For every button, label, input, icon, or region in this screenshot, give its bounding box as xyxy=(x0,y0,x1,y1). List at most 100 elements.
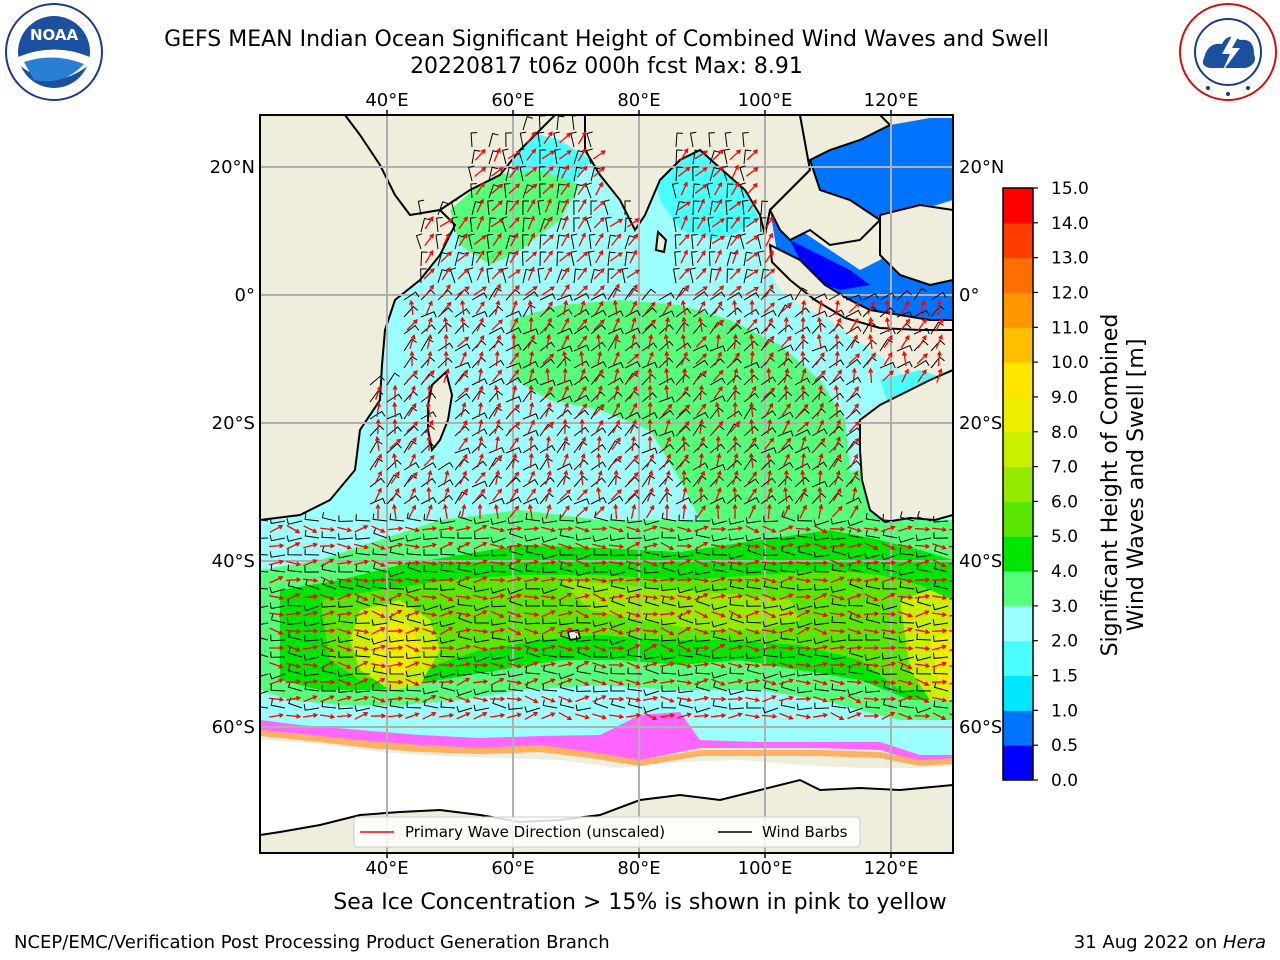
wave-arrow xyxy=(578,436,586,451)
wind-barb xyxy=(372,580,388,590)
wave-arrow xyxy=(834,333,840,350)
wind-barb xyxy=(794,357,810,369)
wind-barb xyxy=(417,199,425,216)
wave-arrow xyxy=(490,543,505,550)
wave-arrow xyxy=(745,696,761,703)
wind-barb xyxy=(692,442,708,454)
wind-barb xyxy=(626,586,643,593)
wave-arrow xyxy=(728,678,744,685)
wind-barb xyxy=(610,579,626,590)
wave-arrow xyxy=(829,542,846,548)
wind-barb xyxy=(930,321,944,335)
wind-barb xyxy=(437,342,454,352)
wind-barb xyxy=(811,345,828,352)
wave-arrow xyxy=(749,350,755,367)
wind-barb xyxy=(692,462,709,471)
wind-barb xyxy=(811,408,827,420)
wind-barb xyxy=(933,667,949,675)
wind-barb xyxy=(814,565,830,573)
wave-arrow xyxy=(425,300,433,315)
wind-barb xyxy=(539,476,555,488)
wind-barb xyxy=(760,495,777,505)
wave-arrow xyxy=(935,334,943,349)
wind-barb xyxy=(593,548,609,556)
wind-barb xyxy=(558,618,575,626)
wave-arrow xyxy=(800,368,807,383)
wave-arrow xyxy=(847,628,862,635)
wave-arrow xyxy=(730,352,740,366)
wind-barb xyxy=(797,545,813,556)
wave-arrow xyxy=(697,198,705,213)
wind-barb xyxy=(643,518,660,526)
wind-barb xyxy=(372,665,388,675)
wave-arrow xyxy=(727,577,744,583)
wave-arrow xyxy=(663,436,671,451)
wave-arrow xyxy=(880,680,897,686)
wave-arrow xyxy=(659,678,676,684)
wave-arrow xyxy=(949,597,953,601)
wind-barb xyxy=(847,552,864,559)
wave-arrow xyxy=(677,201,691,211)
wave-arrow xyxy=(914,629,931,635)
wave-arrow xyxy=(439,610,454,618)
wind-barb xyxy=(933,532,949,539)
wave-arrow xyxy=(932,661,947,668)
lon-labels-bottom: 40°E 60°E 80°E 100°E 120°E xyxy=(365,858,918,879)
wave-arrow xyxy=(576,506,589,518)
wind-barb xyxy=(456,706,473,713)
wave-arrow xyxy=(714,266,722,281)
wave-arrow xyxy=(541,526,557,533)
wind-barb xyxy=(488,446,505,454)
wave-arrow xyxy=(459,470,467,485)
wind-barb xyxy=(726,251,737,267)
colorbar-segment xyxy=(1003,222,1033,259)
wind-barb xyxy=(660,551,677,558)
wave-arrow xyxy=(476,453,484,468)
wave-arrow xyxy=(422,627,437,635)
wave-arrow xyxy=(545,367,551,384)
wind-barb xyxy=(762,672,779,680)
wind-barb xyxy=(797,584,813,591)
wind-barb xyxy=(828,457,843,471)
wave-arrow xyxy=(391,503,397,519)
wave-arrow xyxy=(864,526,880,532)
wave-arrow xyxy=(593,216,605,229)
wind-barb xyxy=(338,515,354,523)
wave-arrow xyxy=(525,251,538,263)
wind-barb xyxy=(762,706,779,714)
wind-barb xyxy=(813,551,830,558)
wind-barb xyxy=(624,341,641,352)
wave-arrow xyxy=(679,453,689,468)
wind-barb xyxy=(573,292,590,301)
wave-arrow xyxy=(472,628,489,634)
wind-barb xyxy=(624,235,636,250)
wave-arrow xyxy=(526,131,536,145)
wind-barb xyxy=(916,684,932,692)
wind-barb xyxy=(260,637,269,641)
wind-barb xyxy=(845,392,862,403)
wind-barb xyxy=(573,475,588,488)
lat-label: 20°S xyxy=(959,413,1002,434)
wave-arrow xyxy=(426,469,433,485)
wave-arrow xyxy=(612,402,620,417)
wave-arrow xyxy=(696,403,707,416)
wind-barb xyxy=(678,514,694,522)
wave-arrow xyxy=(847,577,863,583)
wave-arrow xyxy=(577,385,587,400)
wave-arrow xyxy=(710,526,727,532)
wave-arrow xyxy=(646,453,654,468)
wave-arrow xyxy=(424,215,434,230)
wind-barb xyxy=(797,530,813,539)
wind-barb xyxy=(763,649,779,658)
wind-barb xyxy=(586,131,593,148)
wave-arrow xyxy=(285,695,302,701)
wave-arrow xyxy=(592,662,607,669)
wind-barb xyxy=(593,651,608,658)
wave-arrow xyxy=(524,711,539,720)
wave-arrow xyxy=(441,284,451,298)
wind-barb xyxy=(747,544,762,556)
wind-barb xyxy=(627,698,643,709)
wind-barb xyxy=(260,587,269,590)
wind-barb xyxy=(539,379,556,386)
wind-barb xyxy=(641,459,657,471)
